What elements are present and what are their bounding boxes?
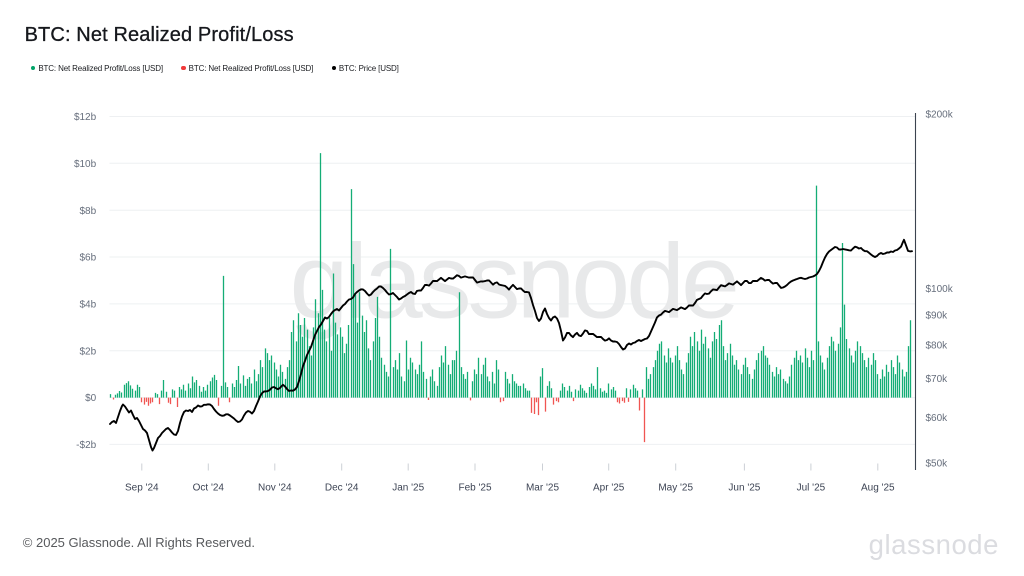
svg-text:$70k: $70k <box>926 374 949 385</box>
svg-text:Jun '25: Jun '25 <box>728 483 760 494</box>
svg-text:Aug '25: Aug '25 <box>861 483 895 494</box>
svg-text:Jan '25: Jan '25 <box>392 483 424 494</box>
svg-text:$0: $0 <box>85 393 97 404</box>
svg-text:Sep '24: Sep '24 <box>125 483 159 494</box>
svg-text:$50k: $50k <box>926 459 949 470</box>
svg-text:Feb '25: Feb '25 <box>458 483 491 494</box>
svg-text:$80k: $80k <box>926 340 949 351</box>
svg-text:Nov '24: Nov '24 <box>258 483 292 494</box>
svg-text:Jul '25: Jul '25 <box>797 483 826 494</box>
svg-text:$2b: $2b <box>80 346 97 357</box>
svg-text:$8b: $8b <box>80 206 97 217</box>
svg-text:May '25: May '25 <box>658 483 693 494</box>
svg-text:Mar '25: Mar '25 <box>526 483 559 494</box>
svg-text:$10b: $10b <box>74 159 97 170</box>
svg-text:Apr '25: Apr '25 <box>593 483 625 494</box>
svg-text:$6b: $6b <box>80 253 97 264</box>
svg-text:glassnode: glassnode <box>290 222 737 340</box>
svg-text:Dec '24: Dec '24 <box>325 483 359 494</box>
svg-text:$4b: $4b <box>80 300 97 311</box>
svg-text:$60k: $60k <box>926 413 949 424</box>
svg-text:$12b: $12b <box>74 112 97 123</box>
svg-text:$100k: $100k <box>926 284 954 295</box>
svg-text:-$2b: -$2b <box>76 440 96 451</box>
svg-text:Oct '24: Oct '24 <box>193 483 225 494</box>
svg-text:$90k: $90k <box>926 311 949 322</box>
svg-text:$200k: $200k <box>926 110 954 121</box>
